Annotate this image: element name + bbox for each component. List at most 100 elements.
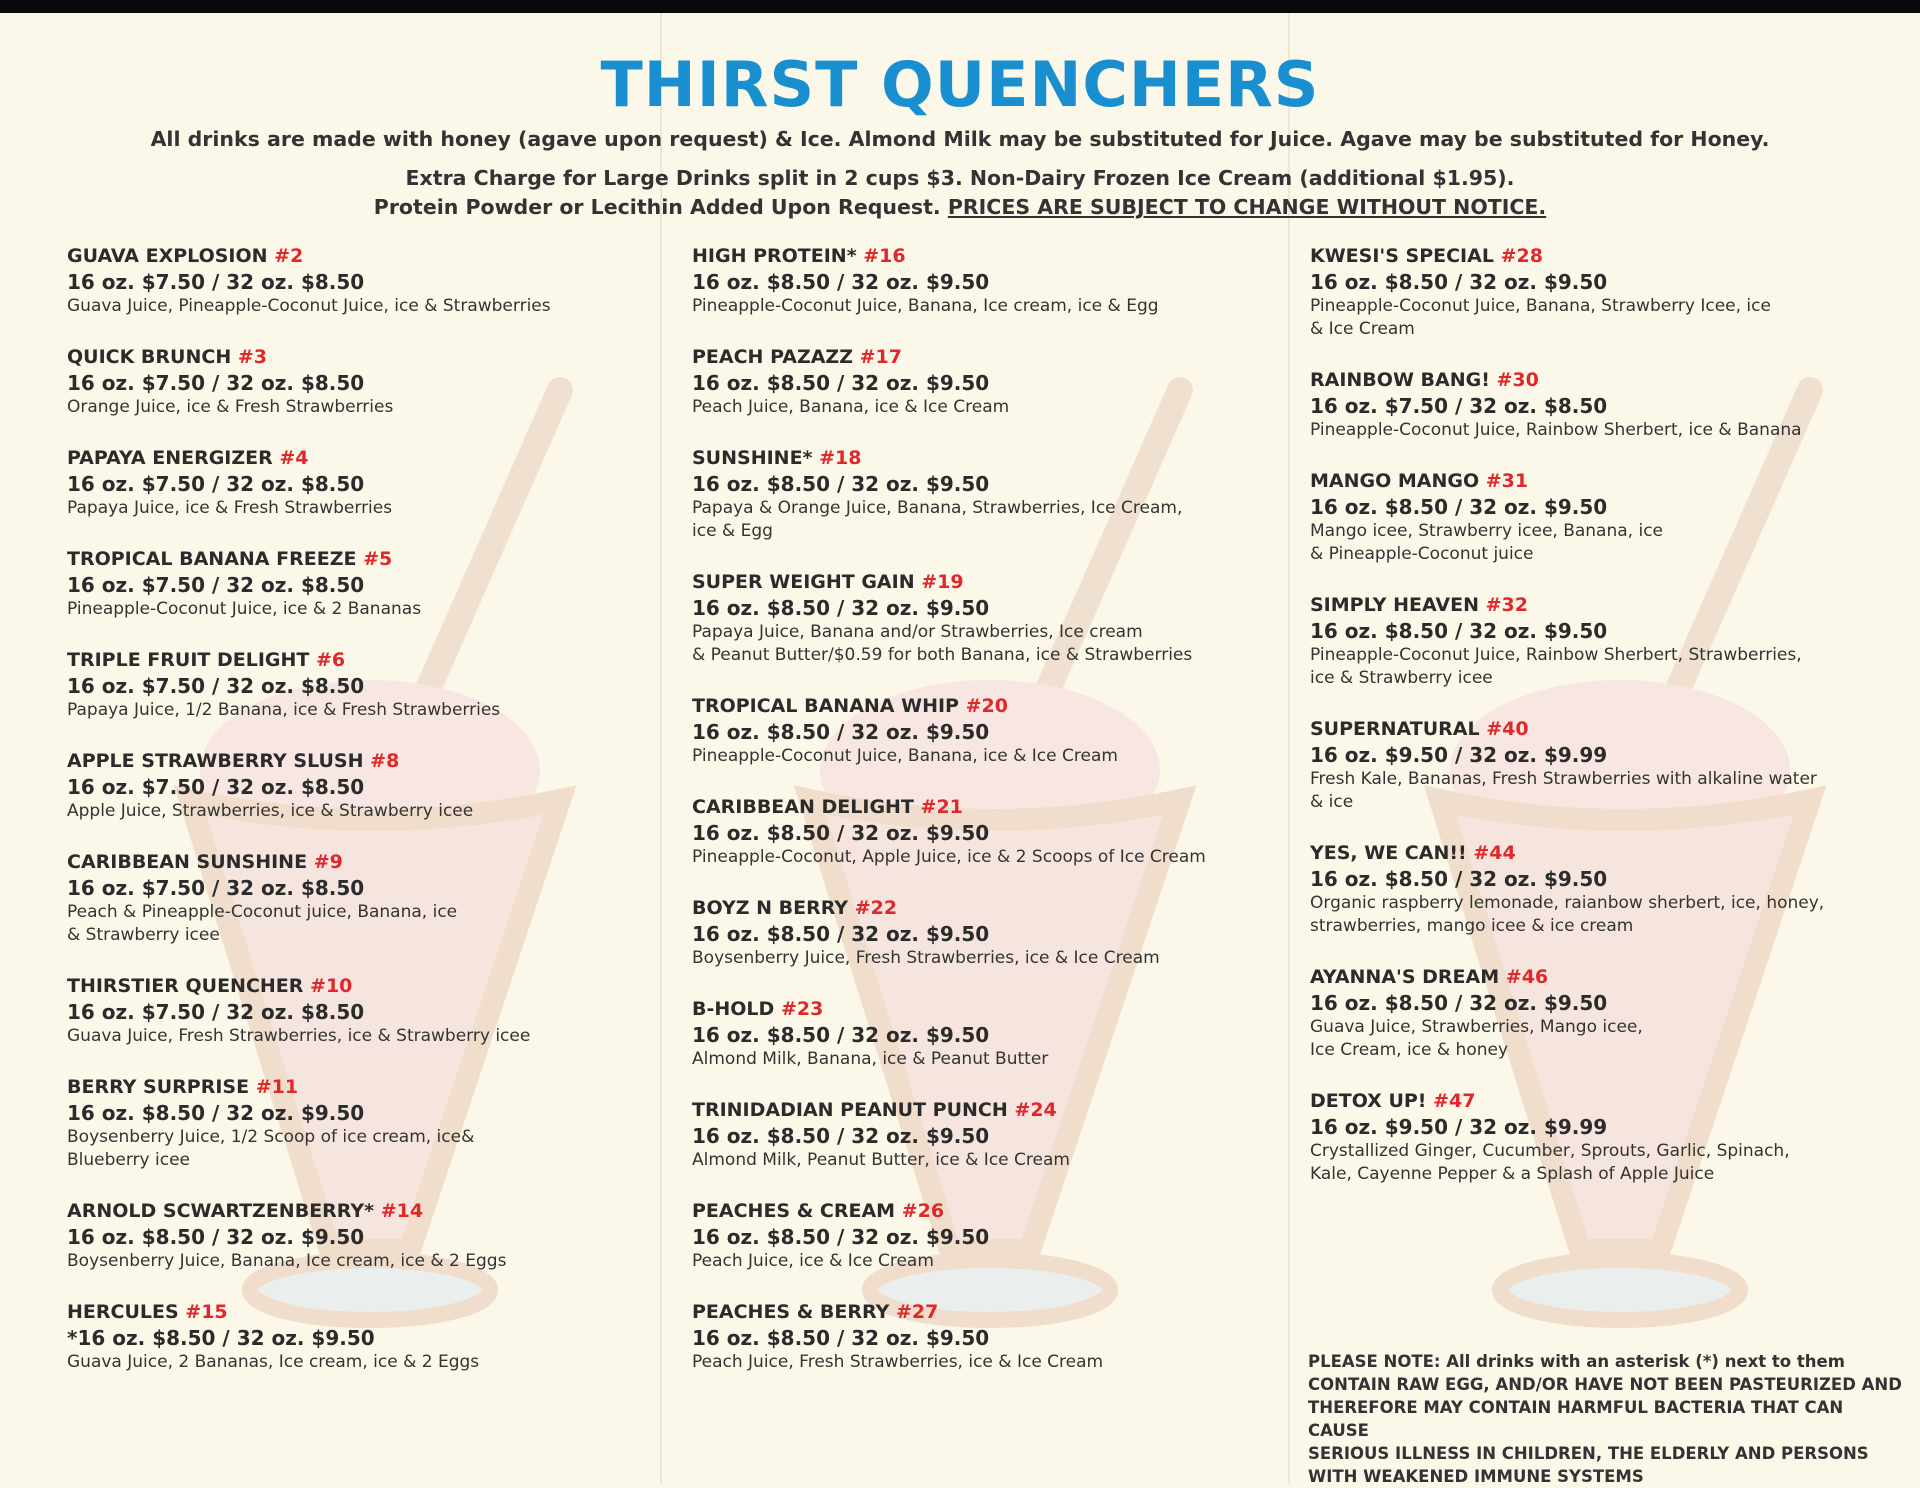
menu-item: SUPERNATURAL #40 16 oz. $9.50 / 32 oz. $9…	[1310, 717, 1910, 814]
drink-name: APPLE STRAWBERRY SLUSH	[67, 750, 364, 772]
drink-name-row: KWESI'S SPECIAL #28	[1310, 244, 1910, 269]
drink-number: #28	[1500, 245, 1543, 267]
drink-name: PEACHES & CREAM	[692, 1200, 896, 1222]
drink-ingredients: Peach Juice, ice & Ice Cream	[692, 1251, 934, 1271]
menu-column-1: GUAVA EXPLOSION #2 16 oz. $7.50 / 32 oz. …	[67, 244, 627, 1401]
drink-number: #4	[279, 447, 309, 469]
drink-name-row: AYANNA'S DREAM #46	[1310, 965, 1910, 990]
drink-name-row: PEACHES & CREAM #26	[692, 1199, 1252, 1224]
menu-item: HERCULES #15 *16 oz. $8.50 / 32 oz. $9.50…	[67, 1300, 627, 1374]
drink-ingredients: & ice	[1310, 792, 1354, 812]
drink-number: #31	[1485, 470, 1529, 492]
drink-number: #9	[313, 851, 343, 873]
drink-name-row: QUICK BRUNCH #3	[67, 345, 627, 370]
drink-ingredients: Kale, Cayenne Pepper & a Splash of Apple…	[1310, 1164, 1715, 1184]
drink-name-row: B-HOLD #23	[692, 997, 1252, 1022]
menu-item: TROPICAL BANANA FREEZE #5 16 oz. $7.50 / …	[67, 547, 627, 621]
drink-ingredients: & Ice Cream	[1310, 319, 1415, 339]
menu-item: TRIPLE FRUIT DELIGHT #6 16 oz. $7.50 / 32…	[67, 648, 627, 722]
drink-name-row: PEACH PAZAZZ #17	[692, 345, 1252, 370]
menu-item: HIGH PROTEIN* #16 16 oz. $8.50 / 32 oz. $…	[692, 244, 1252, 318]
drink-number: #23	[780, 998, 824, 1020]
note-line: PLEASE NOTE: All drinks with an asterisk…	[1308, 1352, 1845, 1371]
drink-name: MANGO MANGO	[1310, 470, 1480, 492]
drink-number: #15	[185, 1301, 228, 1323]
note-line: CONTAIN RAW EGG, AND/OR HAVE NOT BEEN PA…	[1308, 1375, 1902, 1394]
drink-ingredients: Boysenberry Juice, Fresh Strawberries, i…	[692, 948, 1160, 968]
drink-ingredients: Papaya Juice, ice & Fresh Strawberries	[67, 498, 393, 518]
drink-ingredients: Pineapple-Coconut, Apple Juice, ice & 2 …	[692, 847, 1206, 867]
drink-ingredients: & Strawberry icee	[67, 925, 220, 945]
drink-ingredients: Guava Juice, Strawberries, Mango icee,	[1310, 1017, 1643, 1037]
drink-price: 16 oz. $8.50 / 32 oz. $9.50	[67, 1225, 365, 1249]
drink-ingredients: Apple Juice, Strawberries, ice & Strawbe…	[67, 801, 474, 821]
scan-top-edge	[0, 0, 1920, 13]
drink-ingredients: Papaya & Orange Juice, Banana, Strawberr…	[692, 498, 1183, 518]
drink-number: #14	[380, 1200, 424, 1222]
drink-number: #24	[1014, 1099, 1057, 1121]
menu-item: PEACHES & BERRY #27 16 oz. $8.50 / 32 oz.…	[692, 1300, 1252, 1374]
drink-ingredients: Boysenberry Juice, 1/2 Scoop of ice crea…	[67, 1127, 475, 1147]
drink-price: 16 oz. $9.50 / 32 oz. $9.99	[1310, 743, 1608, 767]
drink-price: 16 oz. $7.50 / 32 oz. $8.50	[67, 371, 365, 395]
drink-price: 16 oz. $7.50 / 32 oz. $8.50	[67, 472, 365, 496]
drink-ingredients: Peach Juice, Banana, ice & Ice Cream	[692, 397, 1010, 417]
menu-item: BERRY SURPRISE #11 16 oz. $8.50 / 32 oz. …	[67, 1075, 627, 1172]
menu-item: PEACH PAZAZZ #17 16 oz. $8.50 / 32 oz. $9…	[692, 345, 1252, 419]
drink-number: #8	[370, 750, 400, 772]
sundae-glass-illustration	[173, 377, 577, 1328]
drink-name: TROPICAL BANANA WHIP	[692, 695, 959, 717]
menu-item: DETOX UP! #47 16 oz. $9.50 / 32 oz. $9.99…	[1310, 1089, 1910, 1186]
drink-price: 16 oz. $8.50 / 32 oz. $9.50	[1310, 495, 1608, 519]
drink-ingredients: Almond Milk, Banana, ice & Peanut Butter	[692, 1049, 1049, 1069]
menu-item: CARIBBEAN SUNSHINE #9 16 oz. $7.50 / 32 o…	[67, 850, 627, 947]
drink-name: ARNOLD SCWARTZENBERRY*	[67, 1200, 375, 1222]
drink-name: DETOX UP!	[1310, 1090, 1427, 1112]
drink-price: 16 oz. $8.50 / 32 oz. $9.50	[1310, 619, 1608, 643]
drink-ingredients: Orange Juice, ice & Fresh Strawberries	[67, 397, 394, 417]
subtitle-line: All drinks are made with honey (agave up…	[150, 127, 1770, 151]
drink-price: 16 oz. $7.50 / 32 oz. $8.50	[67, 1000, 365, 1024]
drink-number: #3	[237, 346, 267, 368]
drink-price: 16 oz. $8.50 / 32 oz. $9.50	[67, 1101, 365, 1125]
drink-price: 16 oz. $8.50 / 32 oz. $9.50	[692, 1225, 990, 1249]
drink-name-row: BERRY SURPRISE #11	[67, 1075, 627, 1100]
drink-price: 16 oz. $7.50 / 32 oz. $8.50	[67, 270, 365, 294]
menu-item: KWESI'S SPECIAL #28 16 oz. $8.50 / 32 oz.…	[1310, 244, 1910, 341]
menu-item: QUICK BRUNCH #3 16 oz. $7.50 / 32 oz. $8.…	[67, 345, 627, 419]
drink-ingredients: Pineapple-Coconut Juice, ice & 2 Bananas	[67, 599, 422, 619]
drink-ingredients: Blueberry icee	[67, 1150, 191, 1170]
drink-name: PEACHES & BERRY	[692, 1301, 890, 1323]
note-line: WITH WEAKENED IMMUNE SYSTEMS	[1308, 1467, 1644, 1486]
menu-item: TRINIDADIAN PEANUT PUNCH #24 16 oz. $8.50…	[692, 1098, 1252, 1172]
drink-price: 16 oz. $8.50 / 32 oz. $9.50	[1310, 867, 1608, 891]
note-line: THEREFORE MAY CONTAIN HARMFUL BACTERIA T…	[1308, 1398, 1844, 1440]
drink-name-row: YES, WE CAN!! #44	[1310, 841, 1910, 866]
drink-price: 16 oz. $8.50 / 32 oz. $9.50	[1310, 991, 1608, 1015]
drink-ingredients: Pineapple-Coconut Juice, Banana, Strawbe…	[1310, 296, 1771, 316]
drink-name-row: CARIBBEAN DELIGHT #21	[692, 795, 1252, 820]
sundae-glass-illustration	[1423, 377, 1827, 1328]
drink-name: CARIBBEAN DELIGHT	[692, 796, 914, 818]
drink-name: KWESI'S SPECIAL	[1310, 245, 1494, 267]
drink-price: 16 oz. $8.50 / 32 oz. $9.50	[692, 596, 990, 620]
menu-item: TROPICAL BANANA WHIP #20 16 oz. $8.50 / 3…	[692, 694, 1252, 768]
drink-ingredients: strawberries, mango icee & ice cream	[1310, 916, 1634, 936]
menu-item: BOYZ N BERRY #22 16 oz. $8.50 / 32 oz. $9…	[692, 896, 1252, 970]
drink-name: YES, WE CAN!!	[1310, 842, 1467, 864]
drink-number: #30	[1496, 369, 1539, 391]
drink-name: HERCULES	[67, 1301, 179, 1323]
drink-ingredients: Crystallized Ginger, Cucumber, Sprouts, …	[1310, 1141, 1790, 1161]
drink-price: 16 oz. $8.50 / 32 oz. $9.50	[692, 922, 990, 946]
drink-ingredients: & Peanut Butter/$0.59 for both Banana, i…	[692, 645, 1193, 665]
drink-name: PAPAYA ENERGIZER	[67, 447, 273, 469]
drink-name-row: SUPER WEIGHT GAIN #19	[692, 570, 1252, 595]
drink-name-row: BOYZ N BERRY #22	[692, 896, 1252, 921]
drink-price: 16 oz. $8.50 / 32 oz. $9.50	[692, 1023, 990, 1047]
subtitle-line: Extra Charge for Large Drinks split in 2…	[405, 166, 1515, 190]
menu-item: AYANNA'S DREAM #46 16 oz. $8.50 / 32 oz. …	[1310, 965, 1910, 1062]
drink-name-row: SUNSHINE* #18	[692, 446, 1252, 471]
drink-name-row: PEACHES & BERRY #27	[692, 1300, 1252, 1325]
sundae-glass-illustration	[793, 377, 1197, 1328]
drink-name: QUICK BRUNCH	[67, 346, 232, 368]
